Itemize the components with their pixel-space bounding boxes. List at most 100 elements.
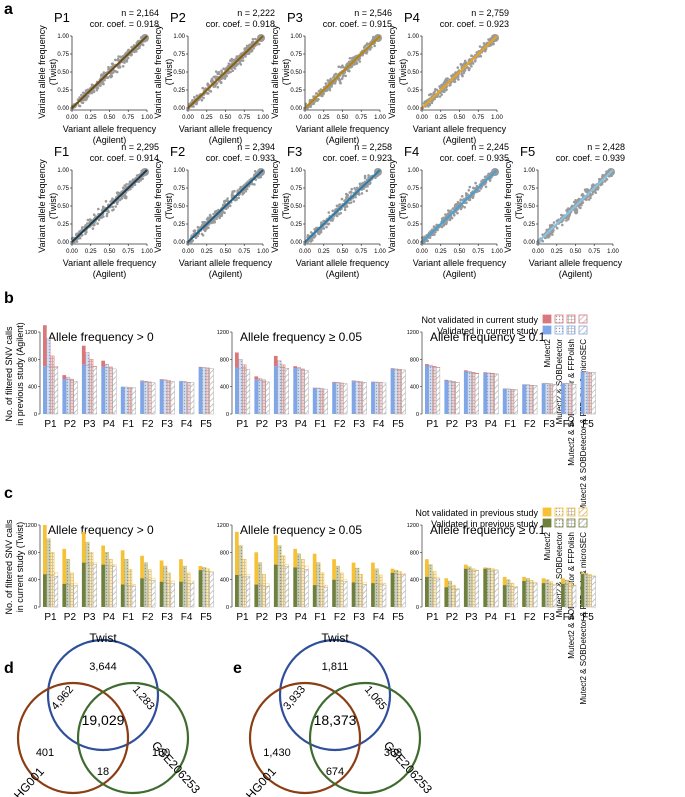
- bar-tint: [277, 360, 282, 414]
- bar-tint: [186, 572, 191, 607]
- scatter-point: [103, 78, 106, 82]
- bar-validated: [101, 366, 105, 414]
- venn-twist-gse: 1,283: [130, 684, 157, 713]
- scatter-point: [92, 223, 96, 227]
- scatter-point: [225, 74, 228, 78]
- y-axis-label: Variant allele frequency(Twist): [37, 159, 58, 253]
- y-axis-label: Variant allele frequency(Twist): [270, 159, 291, 253]
- y-tick-label: 0: [34, 412, 37, 418]
- regression-line: [304, 35, 381, 109]
- y-tick-label: 1.00: [290, 34, 302, 40]
- legend-swatch: [578, 314, 588, 324]
- bar-tint: [105, 552, 109, 607]
- category-label: F4: [373, 419, 385, 430]
- scatter-point: [316, 99, 319, 102]
- bar-tint: [432, 366, 437, 414]
- n-label: n = 2,759: [471, 8, 509, 18]
- bar-validated: [265, 586, 270, 608]
- y-tick-label: 0.00: [523, 240, 535, 246]
- bar-tint: [85, 352, 90, 414]
- panel-label-e: e: [233, 660, 242, 677]
- scatter-point: [89, 218, 93, 222]
- method-label: Mutect2: [543, 338, 552, 367]
- scatter-point: [426, 239, 430, 243]
- y-tick-label: 400: [410, 385, 419, 391]
- y-axis-label: Variant allele frequency(Twist): [503, 159, 524, 253]
- category-label: P1: [236, 419, 249, 430]
- scatter-point: [348, 191, 352, 194]
- scatter-point: [547, 233, 551, 236]
- y-tick-label: 0.75: [173, 186, 185, 192]
- bar-not-validated: [140, 380, 144, 382]
- venn-circle-gse: [76, 681, 190, 795]
- scatter-point: [232, 59, 235, 62]
- bar-not-validated: [371, 562, 375, 584]
- bar-validated: [245, 369, 251, 415]
- x-axis-label: Variant allele frequency (Agilent): [63, 124, 157, 145]
- scatter-point: [555, 226, 559, 230]
- category-label: F3: [161, 612, 173, 623]
- scatter-point: [448, 218, 452, 222]
- bar-validated: [513, 587, 518, 608]
- bar-tint: [147, 381, 152, 414]
- category-label: P1: [236, 612, 249, 623]
- bar-tint: [467, 566, 472, 607]
- scatter-point: [322, 92, 325, 95]
- bar-tint: [167, 380, 171, 414]
- category-label: P4: [103, 419, 116, 430]
- scatter-point: [338, 203, 342, 206]
- venn-gse-only: 150: [152, 747, 170, 759]
- scatter-point: [308, 104, 312, 108]
- bar-not-validated: [293, 366, 297, 369]
- scatter-point: [237, 196, 240, 200]
- scatter-point: [226, 71, 230, 75]
- bar-validated: [73, 381, 78, 415]
- bar-tint: [89, 359, 94, 414]
- scatter-point: [342, 73, 345, 77]
- category-label: F5: [392, 419, 404, 430]
- venn-hg001-only: 1,430: [263, 747, 291, 759]
- bar-validated: [362, 584, 367, 608]
- bar-validated: [92, 366, 97, 415]
- y-tick-label: 0.50: [407, 70, 419, 76]
- scatter-point: [328, 79, 331, 83]
- x-tick-label: 1.00: [257, 115, 269, 121]
- bar-validated: [179, 381, 183, 414]
- y-axis-label-line2: (Twist): [48, 59, 58, 86]
- scatter-point: [591, 190, 595, 194]
- category-label: P1: [426, 419, 439, 430]
- method-label: Mutect2 & SOBDetector & FFPolish & micro…: [579, 339, 588, 512]
- category-label: F4: [563, 419, 575, 430]
- scatter-point: [479, 54, 483, 58]
- y-tick-label: 0.75: [173, 52, 185, 58]
- x-axis-label: Variant allele frequency (Agilent): [296, 258, 390, 279]
- bar-validated: [304, 370, 309, 415]
- bar-tint: [490, 373, 495, 414]
- bar-validated: [390, 368, 395, 414]
- y-tick-label: 400: [28, 578, 37, 584]
- bar-not-validated: [120, 550, 125, 585]
- y-tick-label: 0: [416, 412, 419, 418]
- bar-tint: [108, 366, 113, 414]
- scatter-point: [210, 77, 214, 81]
- y-axis-label: Variant allele frequency(Twist): [37, 25, 58, 119]
- category-label: F5: [582, 612, 594, 623]
- y-tick-label: 1.00: [407, 34, 419, 40]
- scatter-point: [453, 80, 456, 84]
- bar-validated: [425, 365, 429, 414]
- scatter-point: [231, 69, 235, 73]
- bar-validated: [343, 581, 348, 608]
- y-tick-label: 0.00: [407, 106, 419, 112]
- legend-not-validated: Not validated in previous study: [415, 508, 538, 518]
- scatter-point: [335, 204, 339, 208]
- bar-group: Allele frequency > 0 0 400 800 1200 P1 P2 P3 P4 F…: [25, 325, 214, 430]
- bar-validated: [92, 564, 97, 608]
- scatter-point: [190, 234, 193, 237]
- cor-label: cor. coef. = 0.933: [206, 153, 275, 163]
- scatter-point: [235, 55, 239, 58]
- scatter-point: [201, 234, 205, 237]
- y-tick-label: 0.00: [173, 240, 185, 246]
- sample-label: F2: [170, 144, 185, 159]
- scatter-point: [345, 196, 348, 199]
